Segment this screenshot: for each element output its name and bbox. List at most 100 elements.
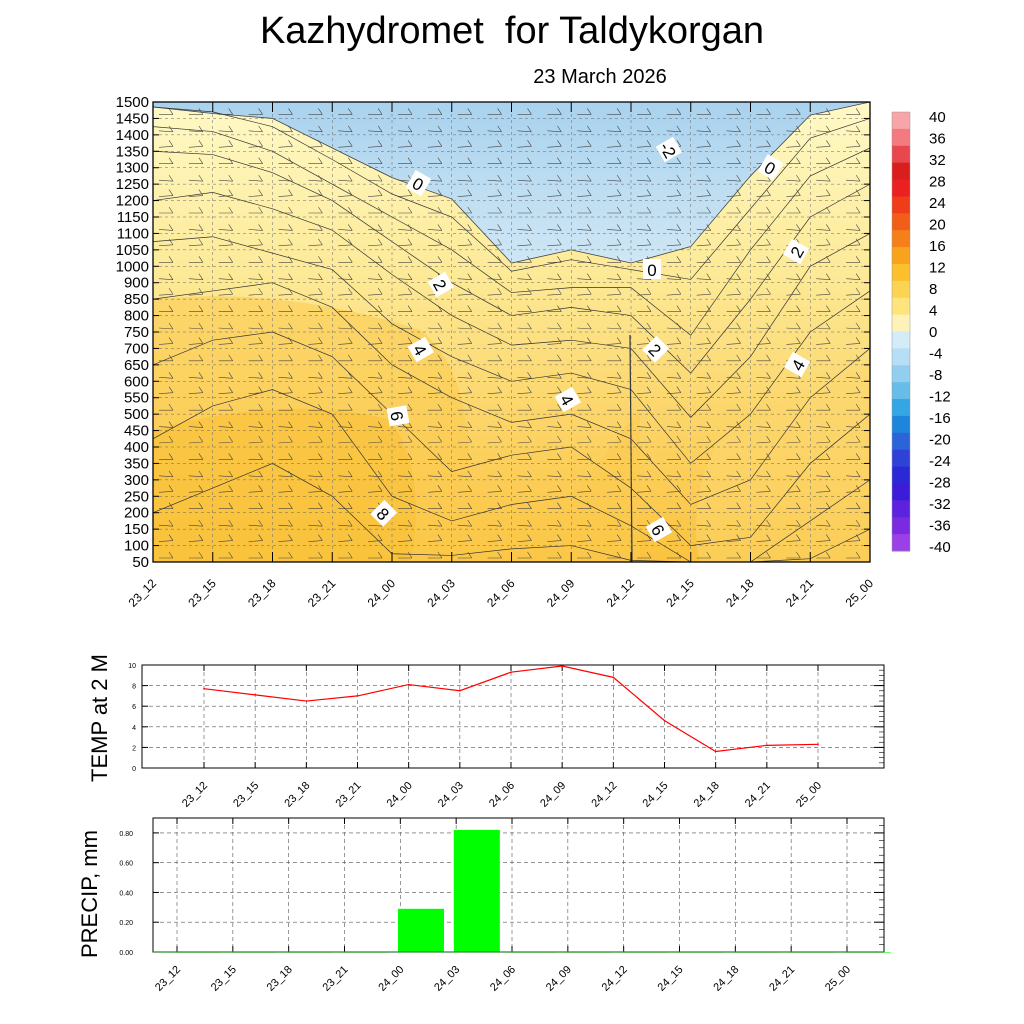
wind-barb <box>547 206 562 214</box>
wind-barb <box>278 174 293 182</box>
contour-label-bg <box>757 153 784 181</box>
wind-barb <box>457 337 472 345</box>
wind-barb <box>427 372 443 379</box>
wind-barb <box>666 287 682 296</box>
wind-barb <box>816 386 831 395</box>
wind-barb <box>846 453 861 460</box>
x-tick-label: 24_21 <box>743 780 773 810</box>
wind-barb <box>547 403 562 411</box>
wind-barb <box>427 354 443 362</box>
colorbar-label: -36 <box>929 518 951 535</box>
wind-barb <box>188 224 204 231</box>
wind-barb <box>517 287 532 296</box>
temp-axis-label: TEMP at 2 M <box>87 654 112 782</box>
wind-barb <box>158 421 174 428</box>
wind-barb <box>876 453 890 459</box>
wind-barb <box>218 485 233 493</box>
wind-barb <box>457 256 472 263</box>
wind-barb <box>248 453 263 460</box>
colorbar-segment <box>892 382 910 400</box>
wind-barb <box>218 421 233 428</box>
wind-barb <box>368 287 383 296</box>
precip-axis-label: PRECIP, mm <box>77 830 102 958</box>
wind-barb <box>786 519 801 527</box>
wind-barb <box>607 485 622 493</box>
contour-label-bg <box>643 259 661 279</box>
wind-barb <box>876 404 890 410</box>
wind-barb <box>637 206 652 214</box>
wind-barb <box>756 551 771 559</box>
wind-barb <box>636 421 652 428</box>
wind-barb <box>876 372 890 378</box>
wind-barb <box>487 421 502 428</box>
wind-barb <box>188 305 204 312</box>
wind-barb <box>756 337 771 345</box>
wind-barb <box>218 108 233 115</box>
wind-barb <box>308 386 323 395</box>
wind-barb <box>696 372 711 379</box>
wind-barb <box>218 305 233 312</box>
wind-barb <box>726 354 741 362</box>
wind-barb <box>547 140 562 148</box>
wind-barb <box>188 502 204 510</box>
wind-barb <box>636 470 652 478</box>
wind-barb <box>517 140 532 148</box>
wind-barb <box>846 403 861 411</box>
wind-barb <box>427 534 443 542</box>
wind-barb <box>457 238 472 247</box>
wind-barb <box>278 519 293 527</box>
x-tick-label: 23_18 <box>282 780 312 810</box>
x-tick-label: 24_00 <box>365 576 399 610</box>
wind-barb <box>248 157 263 165</box>
wind-barb <box>218 534 233 542</box>
wind-barb <box>816 534 831 542</box>
x-tick-label: 23_15 <box>185 576 219 610</box>
wind-barb <box>368 403 383 411</box>
wind-barb <box>547 453 562 460</box>
colorbar-segment <box>892 365 910 383</box>
temperature-point <box>459 689 461 692</box>
wind-barb <box>876 485 890 492</box>
wind-barb <box>188 157 204 165</box>
wind-barb <box>159 354 174 362</box>
colorbar-segment <box>892 517 910 535</box>
wind-barb <box>487 108 502 115</box>
wind-barb <box>726 551 741 559</box>
wind-barb <box>308 519 323 527</box>
wind-barb <box>188 108 204 115</box>
wind-barb <box>846 551 861 559</box>
wind-barb <box>696 140 711 148</box>
wind-barb <box>666 453 682 460</box>
wind-barb <box>607 287 622 296</box>
wind-barb <box>278 108 293 115</box>
x-tick-label: 24_00 <box>385 780 415 810</box>
colorbar-label: 16 <box>929 238 946 255</box>
temperature-point <box>663 719 666 722</box>
wind-barb <box>517 485 532 493</box>
wind-barb <box>218 403 233 411</box>
wind-barb <box>517 502 532 510</box>
y-tick-label: 700 <box>124 340 149 357</box>
wind-barb <box>577 435 592 444</box>
wind-barb <box>517 108 532 115</box>
wind-barb <box>248 403 263 411</box>
wind-barb <box>248 108 263 115</box>
wind-barb <box>427 421 443 428</box>
wind-barb <box>368 372 383 379</box>
wind-barb <box>338 125 353 133</box>
colorbar-segment <box>892 280 910 299</box>
wind-barb <box>397 287 413 296</box>
y-tick-label: 750 <box>124 324 149 341</box>
wind-barb <box>696 189 711 197</box>
wind-barb <box>816 502 831 510</box>
wind-barb <box>248 354 263 362</box>
wind-barb <box>159 206 174 214</box>
wind-barb <box>427 157 443 165</box>
contour-label-bg <box>370 499 398 527</box>
wind-barb <box>876 190 890 197</box>
wind-barb <box>726 305 741 312</box>
wind-barb <box>398 551 413 559</box>
wind-barb <box>487 534 502 542</box>
wind-barb <box>457 189 472 197</box>
wind-barb <box>786 322 801 330</box>
